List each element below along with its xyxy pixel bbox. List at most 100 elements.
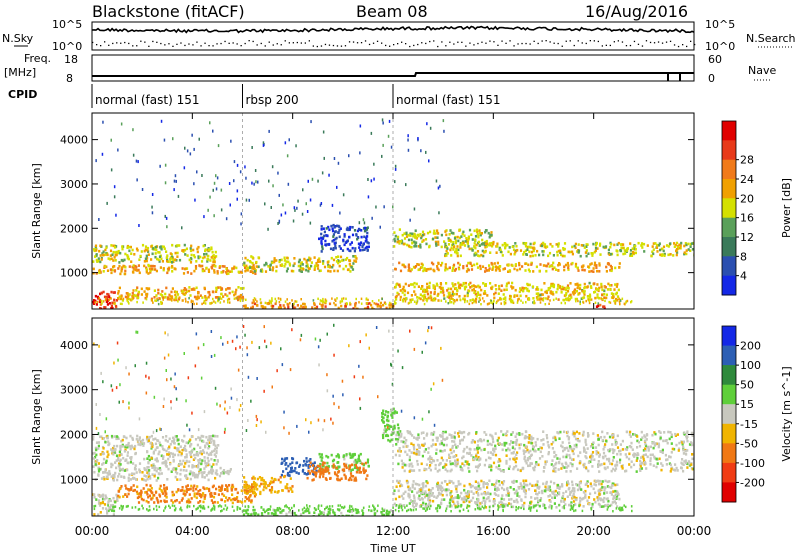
echo-cell <box>452 243 455 246</box>
echo-cell <box>230 489 233 492</box>
echo-cell <box>191 448 194 452</box>
echo-cell <box>464 281 467 285</box>
echo-cell <box>156 459 159 463</box>
echo-cell <box>691 453 694 456</box>
echo-cell <box>505 244 508 247</box>
echo-cell <box>492 440 495 444</box>
echo-cell <box>93 451 96 455</box>
echo-cell <box>538 298 541 301</box>
echo-cell <box>228 287 231 290</box>
echo-cell <box>151 473 154 476</box>
cpid-segments: normal (fast) 151 rbsp 200 normal (fast) 1… <box>91 84 500 108</box>
echo-cell <box>423 450 426 453</box>
noise-search-point <box>397 43 399 45</box>
echo-cell <box>560 253 563 257</box>
echo-cell <box>407 431 410 435</box>
echo-cell <box>165 500 168 503</box>
echo-cell <box>518 263 521 267</box>
echo-cell <box>351 268 355 271</box>
echo-cell <box>105 507 108 510</box>
echo-cell <box>246 258 249 262</box>
echo-cell <box>208 248 211 251</box>
echo-cell <box>402 285 405 289</box>
echo-cell <box>201 296 204 299</box>
echo-cell <box>424 448 427 451</box>
echo-cell <box>207 208 209 212</box>
echo-cell <box>568 453 571 457</box>
echo-cell <box>319 462 322 466</box>
echo-cell <box>194 456 197 460</box>
echo-cell <box>603 305 606 308</box>
echo-cell <box>191 464 194 467</box>
noise-search-point <box>581 42 583 44</box>
echo-cell <box>125 487 128 490</box>
echo-cell <box>314 306 317 309</box>
echo-cell <box>228 182 231 185</box>
echo-cell <box>99 495 102 498</box>
echo-cell <box>104 468 107 472</box>
echo-cell <box>566 286 569 289</box>
echo-cell <box>414 265 418 268</box>
noise-search-point <box>188 43 190 45</box>
noise-search-point <box>228 42 230 44</box>
noise-search-point <box>136 45 138 47</box>
echo-cell <box>551 447 554 450</box>
echo-cell <box>312 470 315 474</box>
echo-cell <box>255 265 258 268</box>
echo-cell <box>250 513 253 516</box>
echo-cell <box>395 294 398 298</box>
echo-cell <box>504 301 507 305</box>
echo-cell <box>442 289 445 292</box>
echo-cell <box>110 434 114 438</box>
echo-cell <box>286 154 289 158</box>
echo-cell <box>216 435 219 438</box>
echo-cell <box>214 455 217 458</box>
echo-cell <box>232 267 235 270</box>
echo-cell <box>365 238 368 242</box>
echo-cell <box>253 514 257 516</box>
echo-cell <box>691 457 694 461</box>
echo-cell <box>669 455 672 459</box>
echo-cell <box>394 167 397 171</box>
echo-cell <box>136 300 138 304</box>
echo-cell <box>97 473 100 476</box>
echo-cell <box>101 450 104 454</box>
echo-cell <box>151 491 154 495</box>
echo-cell <box>455 464 458 468</box>
echo-cell <box>596 269 599 273</box>
echo-cell <box>157 476 160 480</box>
echo-cell <box>106 450 109 454</box>
echo-cell <box>160 300 162 304</box>
echo-cell <box>251 267 254 270</box>
echo-cell <box>522 301 524 304</box>
echo-cell <box>498 287 501 291</box>
echo-cell <box>578 292 581 295</box>
echo-cell <box>291 490 294 493</box>
echo-cell <box>203 253 206 256</box>
echo-cell <box>234 292 237 296</box>
echo-cell <box>235 288 238 292</box>
echo-cell <box>459 283 462 287</box>
echo-cell <box>405 232 408 236</box>
echo-cell <box>561 285 564 289</box>
echo-cell <box>124 252 127 256</box>
echo-cell <box>401 298 405 302</box>
echo-cell <box>437 240 440 244</box>
echo-cell <box>115 466 118 470</box>
echo-cell <box>106 201 108 205</box>
echo-cell <box>133 467 137 471</box>
echo-cell <box>173 298 176 302</box>
echo-cell <box>145 468 148 472</box>
echo-cell <box>126 254 129 257</box>
echo-cell <box>322 475 325 478</box>
echo-cell <box>388 510 391 514</box>
echo-cell <box>581 289 584 293</box>
echo-cell <box>490 451 493 454</box>
noise-search-point <box>437 45 439 48</box>
echo-cell <box>157 299 159 302</box>
echo-cell <box>226 287 229 290</box>
echo-cell <box>165 449 168 453</box>
echo-cell <box>150 490 153 493</box>
echo-cell <box>236 491 239 495</box>
echo-cell <box>565 288 568 292</box>
